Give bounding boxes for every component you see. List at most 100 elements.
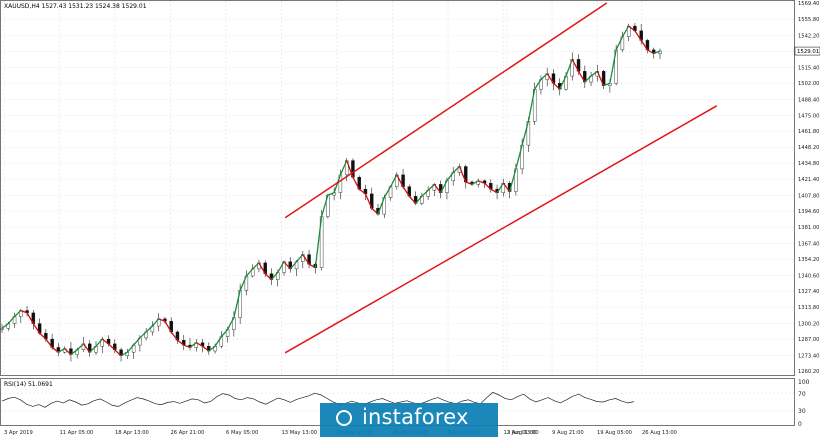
current-price-label: 1529.01 (797, 49, 819, 55)
price-line-up-segment (289, 261, 298, 270)
price-line-down-segment (433, 183, 442, 194)
y-tick-label: 1381.00 (798, 225, 819, 231)
price-line-up-segment (615, 36, 623, 51)
price-line-up-segment (89, 345, 97, 353)
price-line-up-segment (1, 323, 9, 329)
price-line-down-segment (484, 182, 492, 190)
y-tick-label: 1367.40 (798, 241, 819, 247)
price-line-up-segment (239, 275, 247, 291)
price-line-down-segment (158, 318, 166, 322)
x-tick-label: 9 Aug 21:00 (552, 430, 584, 436)
channel-upper-line (284, 2, 608, 219)
price-line-down-segment (546, 73, 555, 84)
price-line-down-segment (553, 82, 561, 90)
price-line-down-segment (490, 188, 498, 194)
price-line-down-segment (628, 25, 636, 32)
price-line-down-segment (202, 345, 210, 352)
price-line-up-segment (565, 59, 573, 77)
price-line-up-segment (427, 183, 435, 191)
price-line-up-segment (270, 272, 279, 281)
price-line-up-segment (339, 160, 348, 176)
price-line-up-segment (521, 121, 530, 146)
price-line-down-segment (283, 261, 291, 270)
price-line-down-segment (20, 309, 28, 314)
y-tick-label: 1448.20 (798, 145, 819, 151)
rsi-tick-100: 100 (798, 379, 810, 386)
price-line-up-segment (590, 70, 598, 77)
price-line-up-segment (277, 261, 285, 273)
price-line-up-segment (220, 329, 229, 338)
price-line-down-segment (647, 49, 655, 55)
price-line-down-segment (26, 312, 34, 324)
price-line-down-segment (465, 181, 473, 185)
y-tick-label: 1327.40 (798, 289, 819, 295)
channel-lower-line (284, 105, 718, 354)
price-line-down-segment (32, 323, 41, 334)
y-tick-label: 1461.80 (798, 129, 819, 135)
price-line-down-segment (577, 70, 586, 83)
x-tick-label: 3 Aug 13:00 (507, 430, 539, 436)
price-line-down-segment (177, 339, 185, 346)
price-line-down-segment (258, 262, 266, 274)
price-line-down-segment (640, 40, 649, 51)
price-line-up-segment (508, 168, 517, 192)
price-line-up-segment (133, 337, 141, 346)
price-line-up-segment (227, 317, 235, 330)
price-line-down-segment (45, 338, 53, 348)
rsi-tick-70: 70 (798, 391, 806, 398)
current-price-marker (794, 46, 820, 56)
y-tick-label: 1542.20 (798, 33, 819, 39)
x-tick-label: 11 Apr 05:00 (60, 430, 94, 436)
price-line-down-segment (195, 342, 203, 347)
price-line-up-segment (515, 144, 523, 170)
x-tick-label: 19 Aug 05:00 (597, 430, 632, 436)
y-tick-label: 1354.20 (798, 257, 819, 263)
x-tick-label: 12 Jun 01:00 (504, 430, 537, 436)
y-tick-label: 1488.40 (798, 97, 819, 103)
price-line-up-segment (540, 73, 548, 81)
x-tick-label: 3 Apr 2019 (4, 430, 33, 436)
price-line-up-segment (208, 345, 216, 352)
price-line-down-segment (371, 207, 379, 215)
price-line-up-segment (496, 182, 504, 194)
price-line-down-segment (396, 174, 404, 188)
x-tick-label: 6 May 05:00 (226, 430, 258, 436)
price-line-up-segment (296, 254, 304, 263)
price-line-up-segment (415, 195, 423, 204)
price-line-down-segment (352, 176, 360, 190)
price-line-up-segment (446, 172, 454, 182)
x-tick-label: 26 Aug 13:00 (642, 430, 677, 436)
price-line-up-segment (214, 336, 222, 347)
price-line-down-segment (39, 332, 47, 340)
watermark-logo-icon (336, 410, 352, 426)
y-tick-label: 1313.80 (798, 305, 819, 311)
price-line-up-segment (389, 174, 398, 188)
y-tick-label: 1434.80 (798, 161, 819, 167)
rsi-tick-0: 0 (798, 421, 802, 428)
price-line-down-segment (308, 263, 316, 269)
price-line-down-segment (502, 182, 511, 192)
y-tick-label: 1273.40 (798, 353, 819, 359)
price-line-down-segment (101, 338, 109, 345)
x-tick-label: 26 Apr 21:00 (171, 430, 205, 436)
price-line-up-segment (471, 180, 479, 185)
price-line-down-segment (164, 320, 172, 333)
y-tick-label: 1407.80 (798, 193, 819, 199)
price-line-down-segment (402, 186, 410, 197)
price-line-up-segment (58, 348, 65, 353)
price-line-up-segment (603, 82, 611, 87)
price-line-up-segment (383, 186, 392, 198)
price-line-up-segment (189, 342, 197, 348)
main-pane-border (0, 0, 795, 376)
y-tick-label: 1340.60 (798, 273, 819, 279)
chart-header-label: XAUUSD,H4 1527.43 1531.23 1524.38 1529.0… (4, 3, 147, 10)
price-line-down-segment (346, 160, 354, 178)
price-line-up-segment (452, 166, 460, 173)
y-tick-label: 1287.00 (798, 337, 819, 343)
price-line-up-segment (139, 331, 147, 339)
price-line-up-segment (377, 197, 385, 215)
price-line-down-segment (183, 344, 191, 349)
price-line-down-segment (51, 346, 59, 353)
